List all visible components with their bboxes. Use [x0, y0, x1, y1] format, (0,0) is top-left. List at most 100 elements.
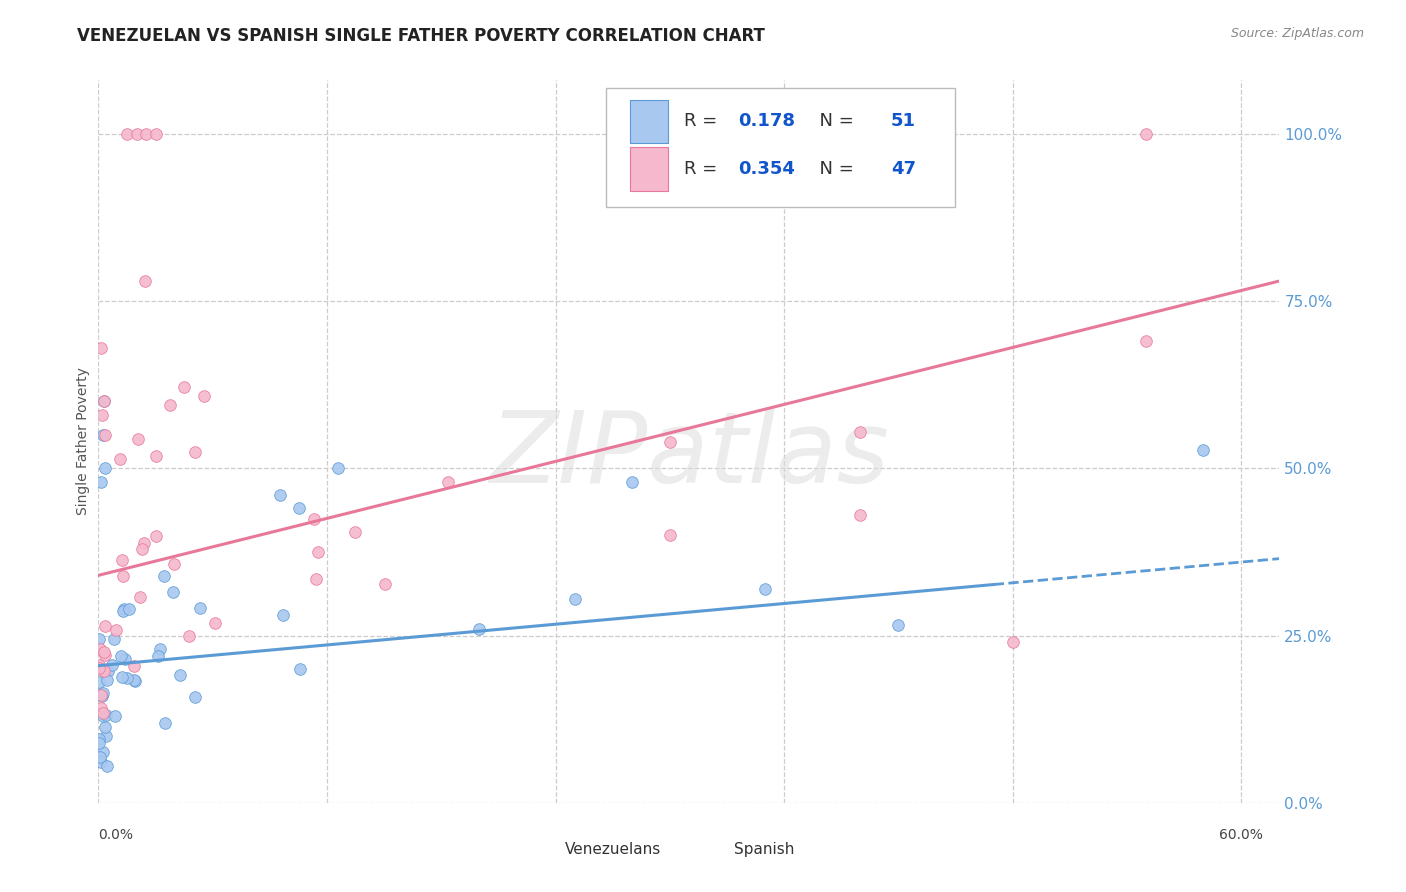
Y-axis label: Single Father Poverty: Single Father Poverty: [76, 368, 90, 516]
Point: [100, 657, 122, 672]
Point: [132, 536, 155, 550]
Point: [111, 670, 134, 684]
Point: [97, 664, 120, 678]
Point: [93, 645, 115, 659]
Point: [94, 648, 117, 663]
Point: [658, 528, 681, 542]
Point: [87, 660, 110, 674]
Point: [173, 380, 195, 394]
Text: Source: ZipAtlas.com: Source: ZipAtlas.com: [1230, 27, 1364, 40]
Point: [125, 127, 148, 141]
Point: [91, 686, 114, 700]
Point: [91, 408, 114, 422]
Point: [89, 642, 111, 657]
Point: [149, 641, 172, 656]
Point: [87, 658, 110, 673]
Point: [564, 592, 586, 607]
Point: [87, 731, 110, 746]
Point: [94, 720, 117, 734]
Point: [129, 590, 152, 604]
Point: [115, 671, 138, 685]
Point: [169, 668, 191, 682]
Point: [91, 427, 114, 442]
Point: [849, 508, 872, 523]
FancyBboxPatch shape: [529, 833, 557, 867]
Point: [374, 577, 396, 591]
Point: [90, 688, 112, 702]
Point: [91, 708, 114, 723]
Point: [96, 673, 118, 688]
Text: 60.0%: 60.0%: [1219, 828, 1264, 842]
Point: [105, 623, 128, 637]
Point: [122, 659, 145, 673]
Point: [111, 604, 134, 618]
Point: [90, 475, 112, 489]
Point: [93, 394, 115, 409]
Point: [87, 675, 110, 690]
FancyBboxPatch shape: [606, 87, 955, 207]
Point: [91, 663, 114, 677]
Text: 0.178: 0.178: [738, 112, 796, 130]
Point: [288, 662, 311, 676]
FancyBboxPatch shape: [630, 147, 668, 191]
Text: 47: 47: [891, 161, 915, 178]
Point: [103, 709, 125, 723]
Point: [135, 127, 157, 141]
Point: [89, 632, 111, 647]
Point: [271, 608, 294, 623]
Point: [96, 759, 118, 773]
Point: [112, 602, 135, 616]
FancyBboxPatch shape: [697, 833, 725, 867]
Point: [90, 341, 112, 355]
Text: 51: 51: [891, 112, 915, 130]
Point: [849, 425, 872, 440]
Point: [146, 648, 169, 663]
Point: [90, 701, 112, 715]
Text: R =: R =: [685, 161, 723, 178]
Point: [326, 461, 349, 475]
Text: R =: R =: [685, 112, 723, 130]
Point: [94, 729, 117, 743]
Point: [122, 673, 145, 688]
Point: [134, 274, 156, 288]
Text: VENEZUELAN VS SPANISH SINGLE FATHER POVERTY CORRELATION CHART: VENEZUELAN VS SPANISH SINGLE FATHER POVE…: [77, 27, 765, 45]
Point: [94, 427, 117, 442]
Point: [118, 601, 141, 615]
Point: [131, 542, 153, 557]
Point: [145, 528, 167, 542]
Point: [93, 619, 115, 633]
Point: [269, 488, 291, 502]
Point: [94, 461, 117, 475]
Text: 0.0%: 0.0%: [98, 828, 134, 842]
Point: [754, 582, 776, 596]
Point: [204, 615, 226, 630]
Point: [87, 736, 110, 750]
Point: [91, 689, 114, 703]
Point: [89, 750, 111, 764]
Point: [1001, 635, 1024, 649]
Point: [114, 652, 136, 666]
Point: [159, 399, 181, 413]
Point: [344, 524, 367, 539]
Text: N =: N =: [808, 161, 859, 178]
Point: [1135, 127, 1157, 141]
Point: [1135, 334, 1157, 349]
Text: ZIPatlas: ZIPatlas: [489, 408, 889, 505]
Point: [177, 628, 200, 642]
Point: [163, 558, 186, 572]
Point: [307, 544, 329, 558]
Point: [190, 600, 212, 615]
Point: [193, 389, 215, 403]
Point: [111, 569, 134, 583]
Text: Spanish: Spanish: [734, 842, 794, 857]
Point: [115, 127, 138, 141]
Point: [93, 394, 115, 409]
Point: [93, 665, 115, 679]
Point: [91, 745, 114, 759]
Point: [436, 475, 458, 490]
Point: [153, 568, 176, 582]
Point: [145, 450, 167, 464]
Point: [110, 648, 132, 663]
Point: [887, 617, 910, 632]
Point: [1192, 443, 1215, 458]
